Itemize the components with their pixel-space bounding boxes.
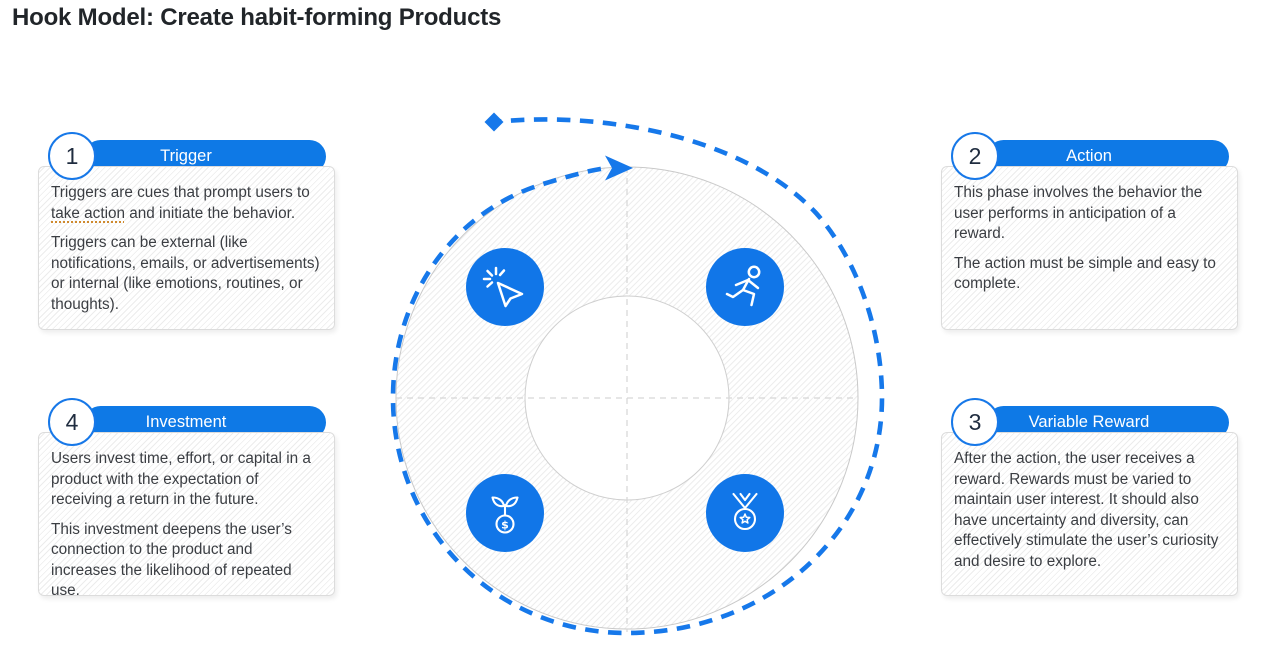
phase-paragraph: Users invest time, effort, or capital in… [51, 450, 311, 508]
page-title: Hook Model: Create habit-forming Product… [12, 4, 502, 31]
phase-paragraph: This phase involves the behavior the use… [954, 184, 1203, 242]
phase-number-badge: 3 [951, 398, 999, 446]
svg-text:$: $ [501, 518, 509, 531]
sprout-coin-icon: $ [466, 474, 544, 552]
text-segment: Triggers are cues that prompt users to [51, 184, 310, 201]
phase-number-badge: 4 [48, 398, 96, 446]
loop-start-diamond-icon [484, 112, 504, 132]
phase-paragraph: Triggers are cues that prompt users to t… [51, 183, 321, 224]
medal-icon [706, 474, 784, 552]
text-segment: and initiate the behavior. [124, 204, 296, 222]
cycle-dashed-loop [390, 112, 885, 636]
phase-number: 4 [65, 408, 79, 435]
phase-card-investment: Users invest time, effort, or capital in… [38, 432, 335, 599]
crosshair-lines [396, 167, 858, 632]
loop-arrowhead-icon [605, 155, 633, 181]
phase-card-trigger: Triggers are cues that prompt users to t… [38, 166, 335, 330]
phase-number-badge: 2 [951, 132, 999, 180]
phase-card-action: This phase involves the behavior the use… [941, 166, 1238, 330]
runner-icon [706, 248, 784, 326]
phase-paragraph: The action must be simple and easy to co… [954, 254, 1216, 293]
phase-pill-label: Variable Reward [1028, 413, 1150, 431]
phase-paragraph: Triggers can be external (like notificat… [51, 234, 320, 313]
phase-pill-label: Investment [145, 413, 227, 431]
highlighted-text: take action [51, 204, 125, 222]
phase-pill-label: Action [1066, 147, 1112, 165]
phase-number: 2 [968, 142, 982, 169]
phase-paragraph: This investment deepens the user’s conne… [51, 520, 292, 600]
phase-number-badge: 1 [48, 132, 96, 180]
phase-card-variable-reward: After the action, the user receives a re… [941, 432, 1238, 596]
cursor-click-icon [466, 248, 544, 326]
phase-number: 1 [65, 142, 79, 169]
phase-paragraph: After the action, the user receives a re… [954, 450, 1219, 570]
phase-number: 3 [968, 408, 982, 435]
phase-pill-label: Trigger [160, 147, 212, 165]
